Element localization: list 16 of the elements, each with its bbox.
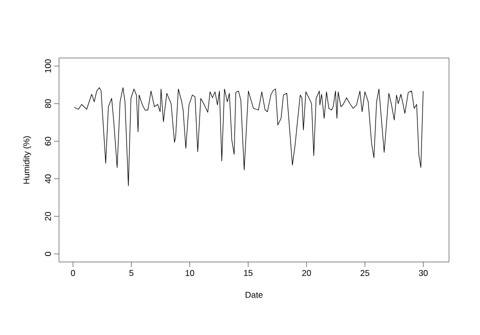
x-tick-label: 25 (360, 270, 370, 276)
y-tick-label: 0 (44, 252, 51, 256)
line-series (74, 87, 424, 186)
y-tick-label: 60 (44, 136, 51, 146)
y-tick-label: 80 (44, 99, 51, 108)
x-axis-title: Date (246, 292, 263, 298)
x-tick-label: 0 (70, 270, 76, 276)
x-tick-label: 15 (244, 270, 253, 276)
x-tick-label: 5 (129, 270, 134, 276)
y-tick-label: 100 (44, 59, 51, 73)
y-axis-title: Humidity (%) (23, 136, 32, 184)
y-tick-label: 40 (44, 174, 51, 184)
x-tick-label: 30 (418, 270, 428, 276)
x-tick-label: 20 (302, 270, 311, 276)
y-tick-label: 20 (44, 212, 51, 221)
x-tick-label: 10 (186, 270, 194, 276)
